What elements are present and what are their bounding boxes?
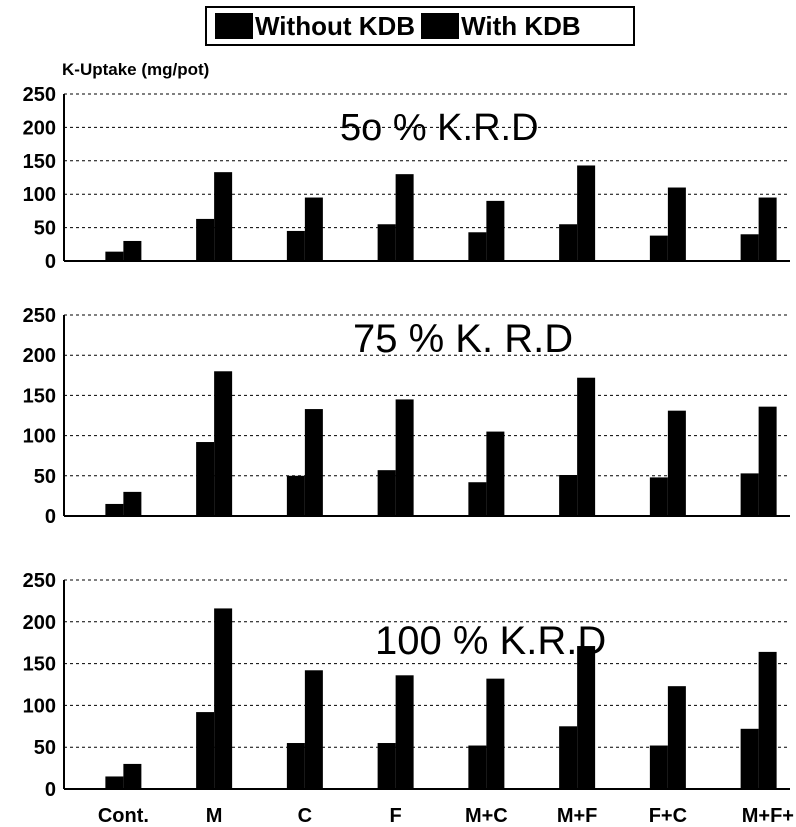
bar-without-kdb xyxy=(559,726,578,789)
y-tick-label: 250 xyxy=(23,305,56,327)
bar-with-kdb xyxy=(758,406,777,516)
bar-without-kdb xyxy=(377,224,396,261)
y-tick-label: 50 xyxy=(34,737,56,759)
legend-label-without-kdb: Without KDB xyxy=(255,10,416,41)
bar-with-kdb xyxy=(304,409,323,516)
bar-without-kdb xyxy=(105,776,124,789)
bar-with-kdb xyxy=(214,172,233,261)
y-tick-label: 0 xyxy=(45,506,56,528)
bar-without-kdb xyxy=(196,218,215,261)
bar-with-kdb xyxy=(123,491,142,516)
legend-swatch-without-kdb xyxy=(215,13,253,39)
bar-with-kdb xyxy=(758,651,777,789)
bar-without-kdb xyxy=(377,470,396,516)
legend-item-without-kdb: Without KDB xyxy=(215,11,415,42)
y-axis-label: K-Uptake (mg/pot) xyxy=(62,60,210,79)
y-tick-label: 150 xyxy=(23,151,56,173)
legend: Without KDB With KDB xyxy=(205,6,635,46)
legend-item-with-kdb: With KDB xyxy=(421,11,581,42)
y-tick-label: 100 xyxy=(23,695,56,717)
bar-without-kdb xyxy=(740,728,759,789)
bar-without-kdb xyxy=(740,234,759,261)
bar-with-kdb xyxy=(395,399,414,516)
y-tick-label: 200 xyxy=(23,117,56,139)
x-tick-label: M xyxy=(206,805,223,827)
bar-with-kdb xyxy=(395,675,414,789)
x-tick-label: M+F+ xyxy=(742,805,794,827)
panel-title: 75 % K. R.D xyxy=(353,317,573,361)
bar-with-kdb xyxy=(486,678,505,789)
bar-with-kdb xyxy=(304,197,323,261)
bar-without-kdb xyxy=(559,474,578,516)
bar-without-kdb xyxy=(196,712,215,789)
bar-without-kdb xyxy=(649,235,668,261)
x-tick-label: F+C xyxy=(649,805,687,827)
bar-without-kdb xyxy=(377,743,396,789)
x-tick-label: M+F xyxy=(557,805,598,827)
bar-with-kdb xyxy=(395,174,414,261)
bar-with-kdb xyxy=(214,608,233,789)
y-tick-label: 100 xyxy=(23,426,56,448)
bar-with-kdb xyxy=(304,670,323,789)
y-tick-label: 50 xyxy=(34,218,56,240)
bar-without-kdb xyxy=(649,477,668,516)
bar-without-kdb xyxy=(649,745,668,789)
y-tick-label: 150 xyxy=(23,654,56,676)
bar-with-kdb xyxy=(123,240,142,261)
x-tick-label: M+C xyxy=(465,805,508,827)
bar-with-kdb xyxy=(667,410,686,516)
bar-with-kdb xyxy=(123,763,142,789)
legend-label-with-kdb: With KDB xyxy=(461,10,581,41)
y-tick-label: 100 xyxy=(23,184,56,206)
y-tick-label: 250 xyxy=(23,570,56,592)
bar-with-kdb xyxy=(577,377,596,516)
bar-without-kdb xyxy=(468,745,487,789)
bar-without-kdb xyxy=(468,482,487,516)
bar-without-kdb xyxy=(196,442,215,516)
x-tick-label: Cont. xyxy=(98,805,149,827)
bar-with-kdb xyxy=(486,431,505,516)
bar-with-kdb xyxy=(758,197,777,261)
bar-without-kdb xyxy=(468,232,487,261)
x-tick-label: C xyxy=(298,805,312,827)
legend-swatch-with-kdb xyxy=(421,13,460,39)
x-tick-label: F xyxy=(390,805,402,827)
y-tick-label: 50 xyxy=(34,466,56,488)
y-tick-label: 0 xyxy=(45,251,56,273)
bar-without-kdb xyxy=(559,224,578,261)
bar-with-kdb xyxy=(214,371,233,516)
bar-without-kdb xyxy=(286,743,305,789)
y-tick-label: 250 xyxy=(23,84,56,106)
bar-without-kdb xyxy=(105,503,124,516)
bar-without-kdb xyxy=(286,475,305,516)
bar-with-kdb xyxy=(486,200,505,261)
panel-title: 100 % K.R.D xyxy=(375,619,606,663)
y-tick-label: 200 xyxy=(23,612,56,634)
bar-without-kdb xyxy=(740,473,759,516)
bar-with-kdb xyxy=(577,646,596,789)
panel-title: 5o % K.R.D xyxy=(340,107,539,149)
bar-without-kdb xyxy=(286,230,305,261)
y-tick-label: 150 xyxy=(23,385,56,407)
bar-with-kdb xyxy=(667,187,686,261)
bar-with-kdb xyxy=(667,686,686,789)
y-tick-label: 200 xyxy=(23,345,56,367)
bar-without-kdb xyxy=(105,251,124,261)
y-tick-label: 0 xyxy=(45,779,56,801)
bar-with-kdb xyxy=(577,165,596,261)
